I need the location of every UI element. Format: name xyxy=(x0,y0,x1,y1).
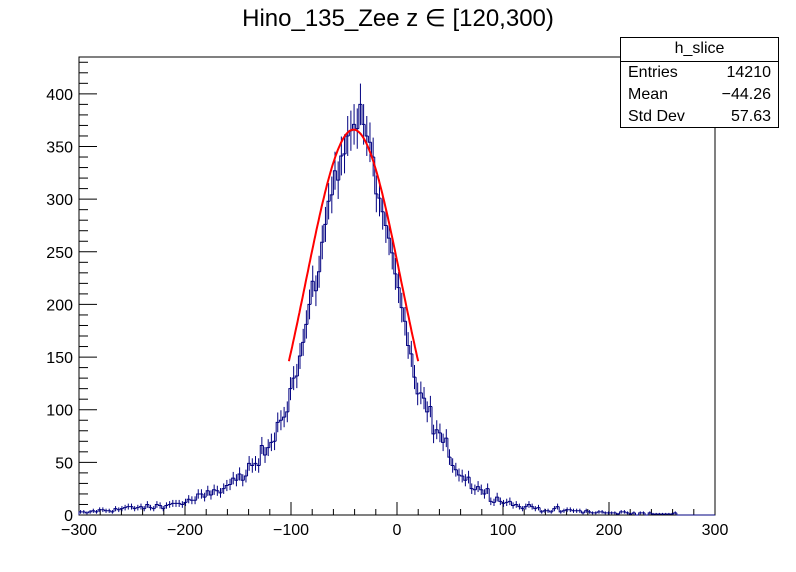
axis-ticks xyxy=(78,61,716,516)
gaussian-fit-curve xyxy=(287,128,420,362)
stats-title: h_slice xyxy=(621,38,778,62)
y-tick-label: 0 xyxy=(64,508,73,525)
stats-row-entries: Entries 14210 xyxy=(621,62,778,84)
histogram-series xyxy=(78,83,715,516)
y-tick-label: 150 xyxy=(46,350,73,367)
x-tick-label: 300 xyxy=(702,522,729,539)
y-tick-label: 50 xyxy=(55,455,73,472)
stats-label: Std Dev xyxy=(628,108,685,125)
axis-tick-labels: −300 −200 −100 0 100 200 300 0 50 100 150 200 250 300… xyxy=(46,87,728,539)
y-tick-label: 200 xyxy=(46,297,73,314)
stats-row-stddev: Std Dev 57.63 xyxy=(621,106,778,128)
x-tick-label: −300 xyxy=(61,522,97,539)
y-tick-label: 250 xyxy=(46,245,73,262)
stats-value: −44.26 xyxy=(721,86,771,103)
x-tick-label: 200 xyxy=(596,522,623,539)
x-tick-label: −100 xyxy=(273,522,309,539)
x-tick-label: 100 xyxy=(490,522,517,539)
x-tick-label: −200 xyxy=(167,522,203,539)
stats-box: h_slice Entries 14210 Mean −44.26 Std De… xyxy=(620,37,779,128)
y-tick-label: 400 xyxy=(46,87,73,104)
stats-label: Mean xyxy=(628,86,669,103)
stats-label: Entries xyxy=(628,64,678,81)
chart-title: Hino_135_Zee z ∈ [120,300) xyxy=(242,5,554,32)
y-tick-label: 100 xyxy=(46,403,73,420)
stats-value: 57.63 xyxy=(730,108,771,125)
stats-row-mean: Mean −44.26 xyxy=(621,84,778,106)
stats-value: 14210 xyxy=(726,64,772,81)
y-tick-label: 300 xyxy=(46,192,73,209)
x-tick-label: 0 xyxy=(393,522,402,539)
y-tick-label: 350 xyxy=(46,139,73,156)
histogram-outline xyxy=(78,103,715,516)
